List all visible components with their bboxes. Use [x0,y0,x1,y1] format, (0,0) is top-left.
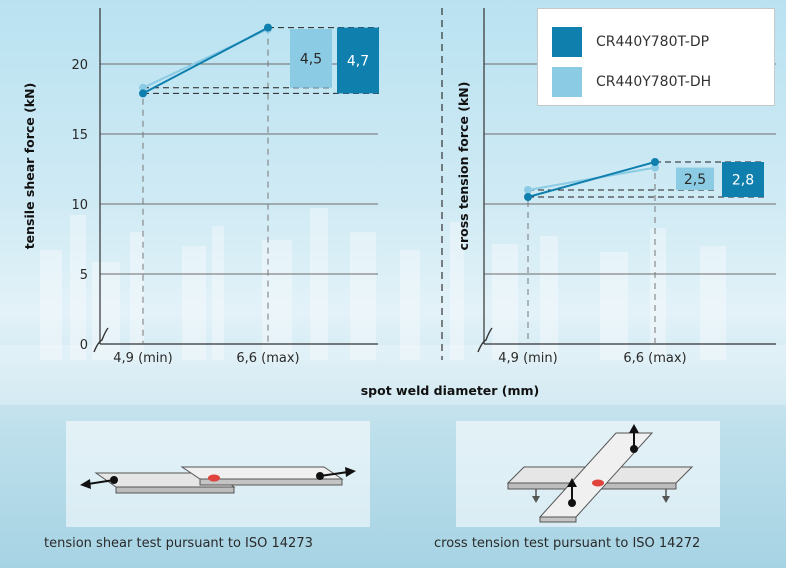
x-tick-label: 4,9 (min) [498,351,557,366]
chart-tensile-shear: 0 5 10 15 20 tensile shear force (kN) 4,9 (min… [22,8,379,366]
y-tick-label: 5 [80,268,88,283]
data-point [139,83,147,92]
data-point [139,89,147,98]
legend-item-dh: CR440Y780T-DH [552,67,711,97]
legend: CR440Y780T-DP CR440Y780T-DH [537,8,775,106]
axis-break-mark [93,327,109,353]
delta-label-dp: 4,7 [347,54,369,70]
delta-box-dh [290,29,332,88]
axis-break-mark [477,327,493,353]
series-line [142,26,269,95]
x-tick-label: 4,9 (min) [113,351,172,366]
legend-label-dp: CR440Y780T-DP [596,34,710,50]
y-axis-title: tensile shear force (kN) [22,83,37,250]
y-tick-label: 0 [80,338,88,353]
arrow-up-icon [567,478,577,487]
data-point [651,163,659,172]
cross-tension-illustration-panel [456,421,720,527]
tension-shear-illustration [80,466,356,494]
data-point [524,193,532,201]
delta-label-dp: 2,8 [732,173,754,189]
arrow-down-icon [662,496,670,503]
weld-spot-icon [208,474,220,482]
arrow-right-icon [345,467,356,477]
x-tick-label: 6,6 (max) [623,351,686,366]
delta-box-dh [676,167,714,190]
data-point [524,186,532,194]
arrow-down-icon [532,496,540,503]
series-line [527,161,656,198]
legend-swatch-dp [552,27,582,57]
delta-label-dh: 4,5 [300,51,322,67]
y-axis-title: cross tension force (kN) [456,82,471,251]
arrow-left-icon [80,479,91,489]
caption-tension-shear: tension shear test pursuant to ISO 14273 [44,536,313,551]
arrow-up-icon [629,424,639,433]
legend-swatch-dh [552,67,582,97]
chart-cross-tension: cross tension force (kN) 4,9 (min) 6,6 (ma… [456,8,776,366]
y-tick-label: 20 [71,58,88,73]
x-tick-label: 6,6 (max) [236,351,299,366]
y-tick-label: 10 [71,198,88,213]
caption-cross-tension: cross tension test pursuant to ISO 14272 [434,536,701,551]
delta-box-dp [722,162,764,197]
data-point [264,23,272,32]
data-point [651,158,659,166]
tension-shear-illustration-panel [66,421,370,527]
y-tick-label: 15 [71,128,88,143]
x-axis-title: spot weld diameter (mm) [361,383,540,398]
cross-tension-illustration [506,424,694,523]
delta-box-dp [337,27,379,94]
legend-label-dh: CR440Y780T-DH [596,74,712,90]
delta-label-dh: 2,5 [684,172,706,188]
legend-item-dp: CR440Y780T-DP [552,27,709,57]
weld-spot-icon [592,479,604,487]
